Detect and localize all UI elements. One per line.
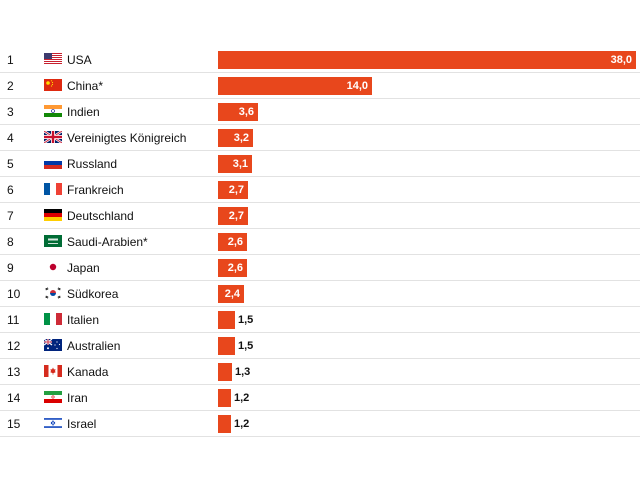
bar-row-iran: 14 Iran 1,2 bbox=[0, 385, 640, 411]
bar-italien bbox=[218, 311, 235, 329]
rank-label: 1 bbox=[7, 53, 14, 67]
value-label: 1,2 bbox=[234, 392, 250, 404]
rank-label: 4 bbox=[7, 131, 14, 145]
bar-row-vereinigtes-k-nigreich: 4 Vereinigtes Königreich 3,2 bbox=[0, 125, 640, 151]
value-label: 1,3 bbox=[235, 366, 251, 378]
germany-flag-icon bbox=[44, 209, 62, 221]
japan-flag-icon bbox=[44, 261, 62, 273]
bar-row-italien: 11 Italien 1,5 bbox=[0, 307, 640, 333]
country-label: Deutschland bbox=[67, 209, 134, 223]
bar-row-frankreich: 6 Frankreich 2,7 bbox=[0, 177, 640, 203]
usa-flag-icon bbox=[44, 53, 62, 65]
bar-china bbox=[218, 77, 372, 95]
bar-australien bbox=[218, 337, 235, 355]
france-flag-icon bbox=[44, 183, 62, 195]
bar-row-russland: 5 Russland 3,1 bbox=[0, 151, 640, 177]
uk-flag-icon bbox=[44, 131, 62, 143]
italy-flag-icon bbox=[44, 313, 62, 325]
value-label: 1,5 bbox=[238, 314, 254, 326]
china-flag-icon bbox=[44, 79, 62, 91]
bar-kanada bbox=[218, 363, 232, 381]
rank-label: 7 bbox=[7, 209, 14, 223]
value-label: 3,2 bbox=[233, 132, 249, 144]
rank-label: 11 bbox=[7, 313, 20, 327]
russia-flag-icon bbox=[44, 157, 62, 169]
country-label: Russland bbox=[67, 157, 118, 171]
bar-row-china: 2 China* 14,0 bbox=[0, 73, 640, 99]
value-label: 2,6 bbox=[227, 236, 243, 248]
rank-label: 3 bbox=[7, 105, 14, 119]
value-label: 2,6 bbox=[227, 262, 243, 274]
bar-row-israel: 15 Israel 1,2 bbox=[0, 411, 640, 437]
rank-label: 6 bbox=[7, 183, 14, 197]
country-label: Frankreich bbox=[67, 183, 124, 197]
bar-saudi-arabien bbox=[218, 233, 247, 251]
bar-row-usa: 1 USA 38,0 bbox=[0, 47, 640, 73]
bar-indien bbox=[218, 103, 258, 121]
bar-row-saudi-arabien: 8 Saudi-Arabien* 2,6 bbox=[0, 229, 640, 255]
country-label: Australien bbox=[67, 339, 121, 353]
rank-label: 10 bbox=[7, 287, 21, 301]
value-label: 38,0 bbox=[610, 54, 632, 66]
rank-label: 12 bbox=[7, 339, 21, 353]
value-label: 14,0 bbox=[346, 80, 368, 92]
bar-vereinigtes-k-nigreich bbox=[218, 129, 253, 147]
israel-flag-icon bbox=[44, 417, 62, 429]
value-label: 3,1 bbox=[232, 158, 248, 170]
country-label: Italien bbox=[67, 313, 100, 327]
bar-row-deutschland: 7 Deutschland 2,7 bbox=[0, 203, 640, 229]
country-label: Kanada bbox=[67, 365, 109, 379]
value-label: 2,7 bbox=[228, 184, 244, 196]
rank-label: 8 bbox=[7, 235, 14, 249]
country-label: Iran bbox=[67, 391, 88, 405]
bar-s-dkorea bbox=[218, 285, 244, 303]
bar-russland bbox=[218, 155, 252, 173]
bar-frankreich bbox=[218, 181, 248, 199]
country-label: Südkorea bbox=[67, 287, 119, 301]
bar-chart: 1 USA 38,0 2 China* 14,0 3 Indien 3,6 4 Vereinigte… bbox=[0, 47, 640, 437]
value-label: 2,7 bbox=[228, 210, 244, 222]
rank-label: 13 bbox=[7, 365, 21, 379]
value-label: 2,4 bbox=[224, 288, 240, 300]
bar-iran bbox=[218, 389, 231, 407]
country-label: Saudi-Arabien* bbox=[67, 235, 148, 249]
value-label: 1,2 bbox=[234, 418, 250, 430]
country-label: China* bbox=[67, 79, 104, 93]
bar-row-kanada: 13 Kanada 1,3 bbox=[0, 359, 640, 385]
india-flag-icon bbox=[44, 105, 62, 117]
country-label: Israel bbox=[67, 417, 97, 431]
rank-label: 14 bbox=[7, 391, 21, 405]
rank-label: 5 bbox=[7, 157, 14, 171]
rank-label: 15 bbox=[7, 417, 21, 431]
rank-label: 9 bbox=[7, 261, 14, 275]
iran-flag-icon bbox=[44, 391, 62, 403]
bar-row-s-dkorea: 10 Südkorea 2,4 bbox=[0, 281, 640, 307]
australia-flag-icon bbox=[44, 339, 62, 351]
bar-israel bbox=[218, 415, 231, 433]
value-label: 3,6 bbox=[238, 106, 254, 118]
rank-label: 2 bbox=[7, 79, 14, 93]
bar-deutschland bbox=[218, 207, 248, 225]
bar-row-indien: 3 Indien 3,6 bbox=[0, 99, 640, 125]
bar-row-australien: 12 Australien 1,5 bbox=[0, 333, 640, 359]
bar-usa bbox=[218, 51, 636, 69]
country-label: Vereinigtes Königreich bbox=[67, 131, 187, 145]
saudi-arabia-flag-icon bbox=[44, 235, 62, 247]
value-label: 1,5 bbox=[238, 340, 254, 352]
south-korea-flag-icon bbox=[44, 287, 62, 299]
country-label: Japan bbox=[67, 261, 100, 275]
bar-japan bbox=[218, 259, 247, 277]
country-label: USA bbox=[67, 53, 92, 67]
canada-flag-icon bbox=[44, 365, 62, 377]
country-label: Indien bbox=[67, 105, 100, 119]
bar-row-japan: 9 Japan 2,6 bbox=[0, 255, 640, 281]
